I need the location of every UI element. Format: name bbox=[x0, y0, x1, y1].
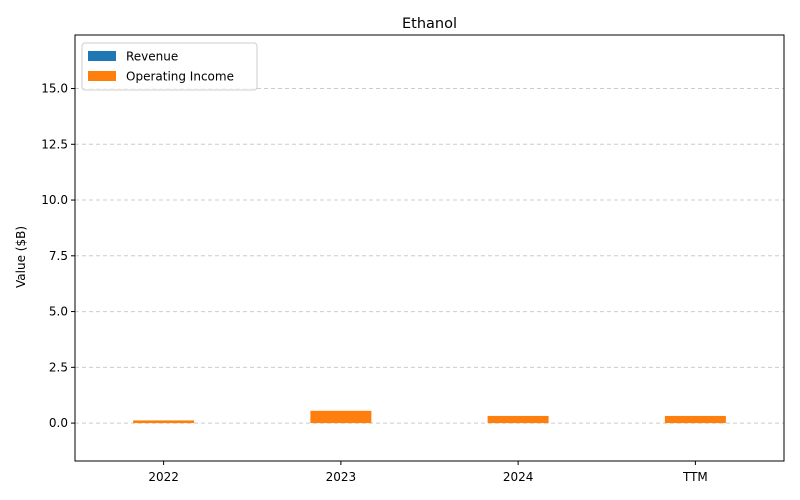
x-tick-label: TTM bbox=[682, 470, 708, 484]
y-tick-label: 10.0 bbox=[41, 193, 68, 207]
bar-operating-income bbox=[487, 415, 549, 424]
y-tick-label: 12.5 bbox=[41, 137, 68, 151]
legend-label: Revenue bbox=[126, 50, 178, 64]
x-tick-label: 2023 bbox=[326, 470, 357, 484]
bar-operating-income bbox=[133, 420, 195, 424]
legend-swatch bbox=[88, 51, 116, 61]
y-axis-ticks: 0.0 2.5 5.0 7.5 10.0 12.5 15.0 bbox=[41, 82, 75, 430]
y-axis-label: Value ($B) bbox=[14, 226, 28, 288]
chart-title: Ethanol bbox=[402, 16, 457, 32]
y-tick-label: 2.5 bbox=[49, 360, 68, 374]
legend-box bbox=[81, 42, 258, 91]
bar-operating-income bbox=[310, 410, 372, 424]
legend: Revenue Operating Income bbox=[81, 42, 258, 91]
y-tick-label: 0.0 bbox=[49, 416, 68, 430]
legend-swatch bbox=[88, 71, 116, 81]
legend-label: Operating Income bbox=[126, 70, 234, 84]
y-tick-label: 5.0 bbox=[49, 305, 68, 319]
y-tick-label: 7.5 bbox=[49, 249, 68, 263]
x-tick-label: 2024 bbox=[503, 470, 534, 484]
x-tick-label: 2022 bbox=[148, 470, 179, 484]
y-tick-label: 15.0 bbox=[41, 82, 68, 96]
x-axis-ticks: 2022 2023 2024 TTM bbox=[148, 461, 708, 484]
bars bbox=[133, 410, 726, 424]
bar-operating-income bbox=[664, 415, 726, 424]
plot-frame bbox=[74, 34, 785, 462]
